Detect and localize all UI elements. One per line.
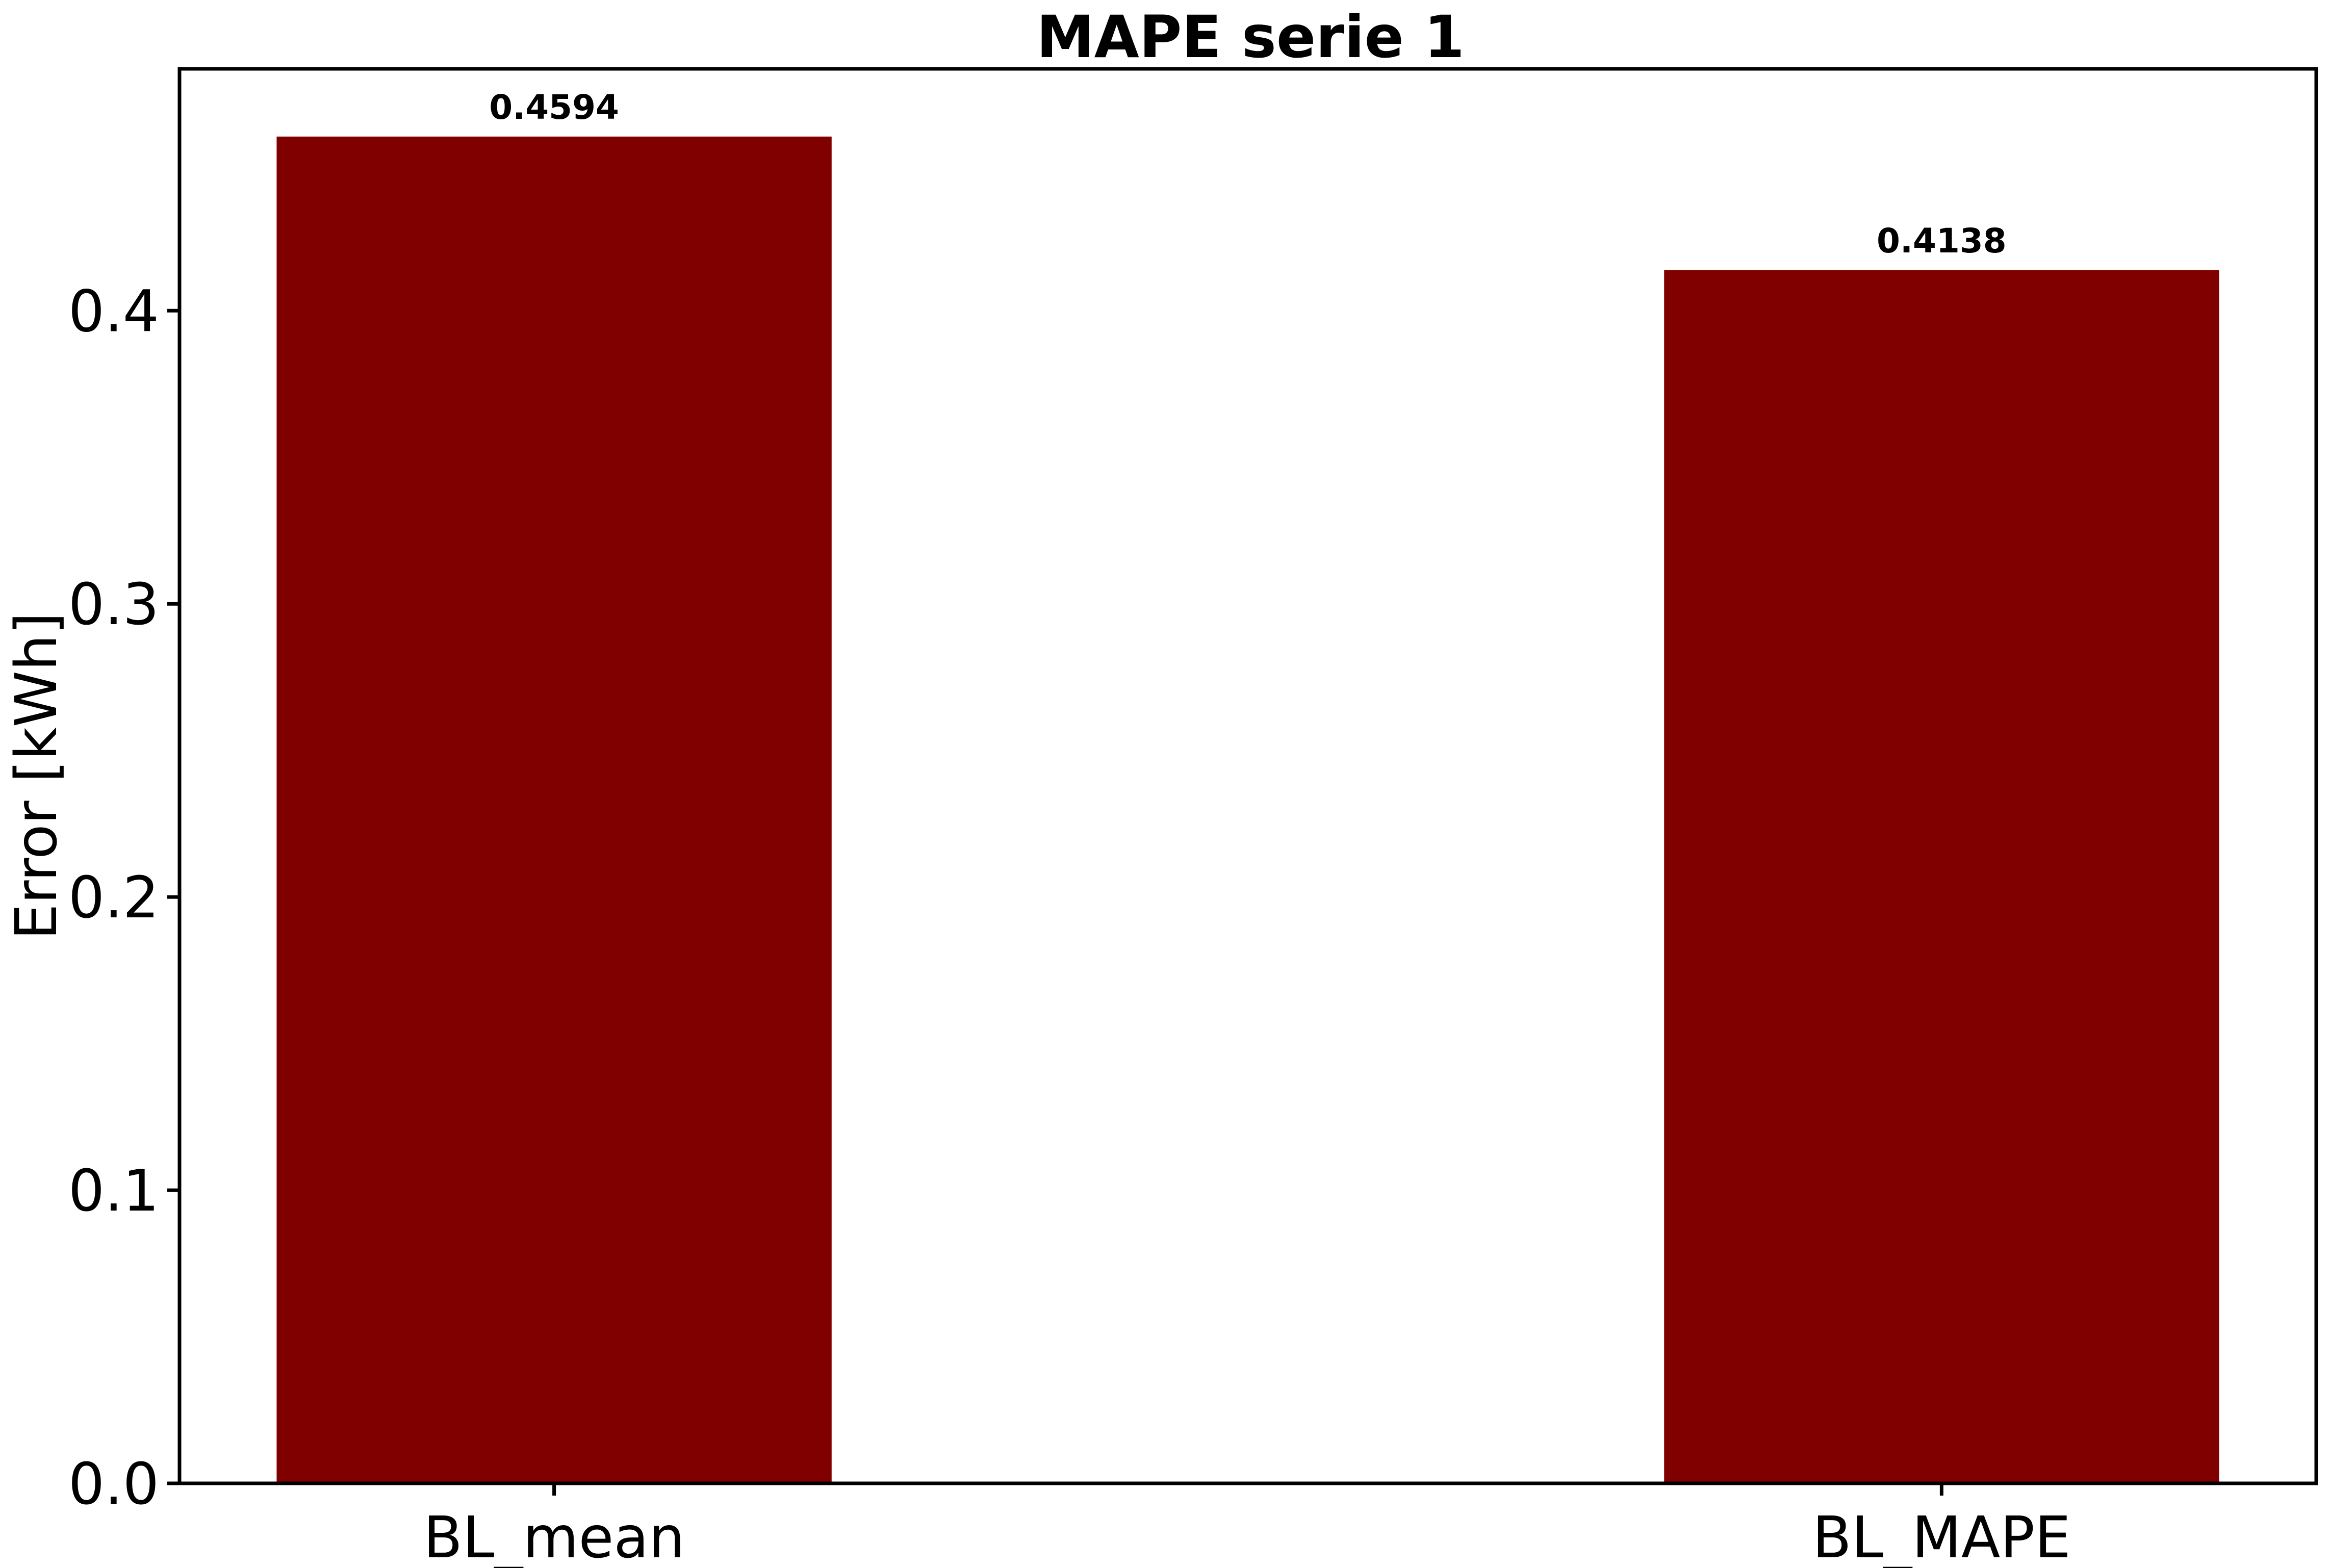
x-tick-label: BL_mean [423,1505,685,1568]
y-tick-label: 0.3 [68,572,159,638]
y-tick-label: 0.2 [68,865,159,931]
chart-title: MAPE serie 1 [1036,3,1465,71]
x-tick-label: BL_MAPE [1812,1505,2071,1568]
y-axis-label: Error [kWh] [4,612,70,940]
bar-bl-mean [276,136,832,1483]
bar-bl-mape [1664,270,2219,1483]
y-tick-label: 0.4 [68,278,159,345]
data-labels-layer: 0.4594 0.4138 [489,88,2006,261]
y-tick-label: 0.1 [68,1158,159,1224]
data-label: 0.4594 [489,88,619,127]
axes-frame [177,67,2318,1485]
y-tick-label: 0.0 [68,1451,159,1518]
x-axis: BL_mean BL_MAPE [423,1483,2071,1568]
y-axis: 0.0 0.1 0.2 0.3 0.4 [68,278,180,1518]
data-label: 0.4138 [1877,221,2007,261]
bars-layer [276,136,2219,1483]
